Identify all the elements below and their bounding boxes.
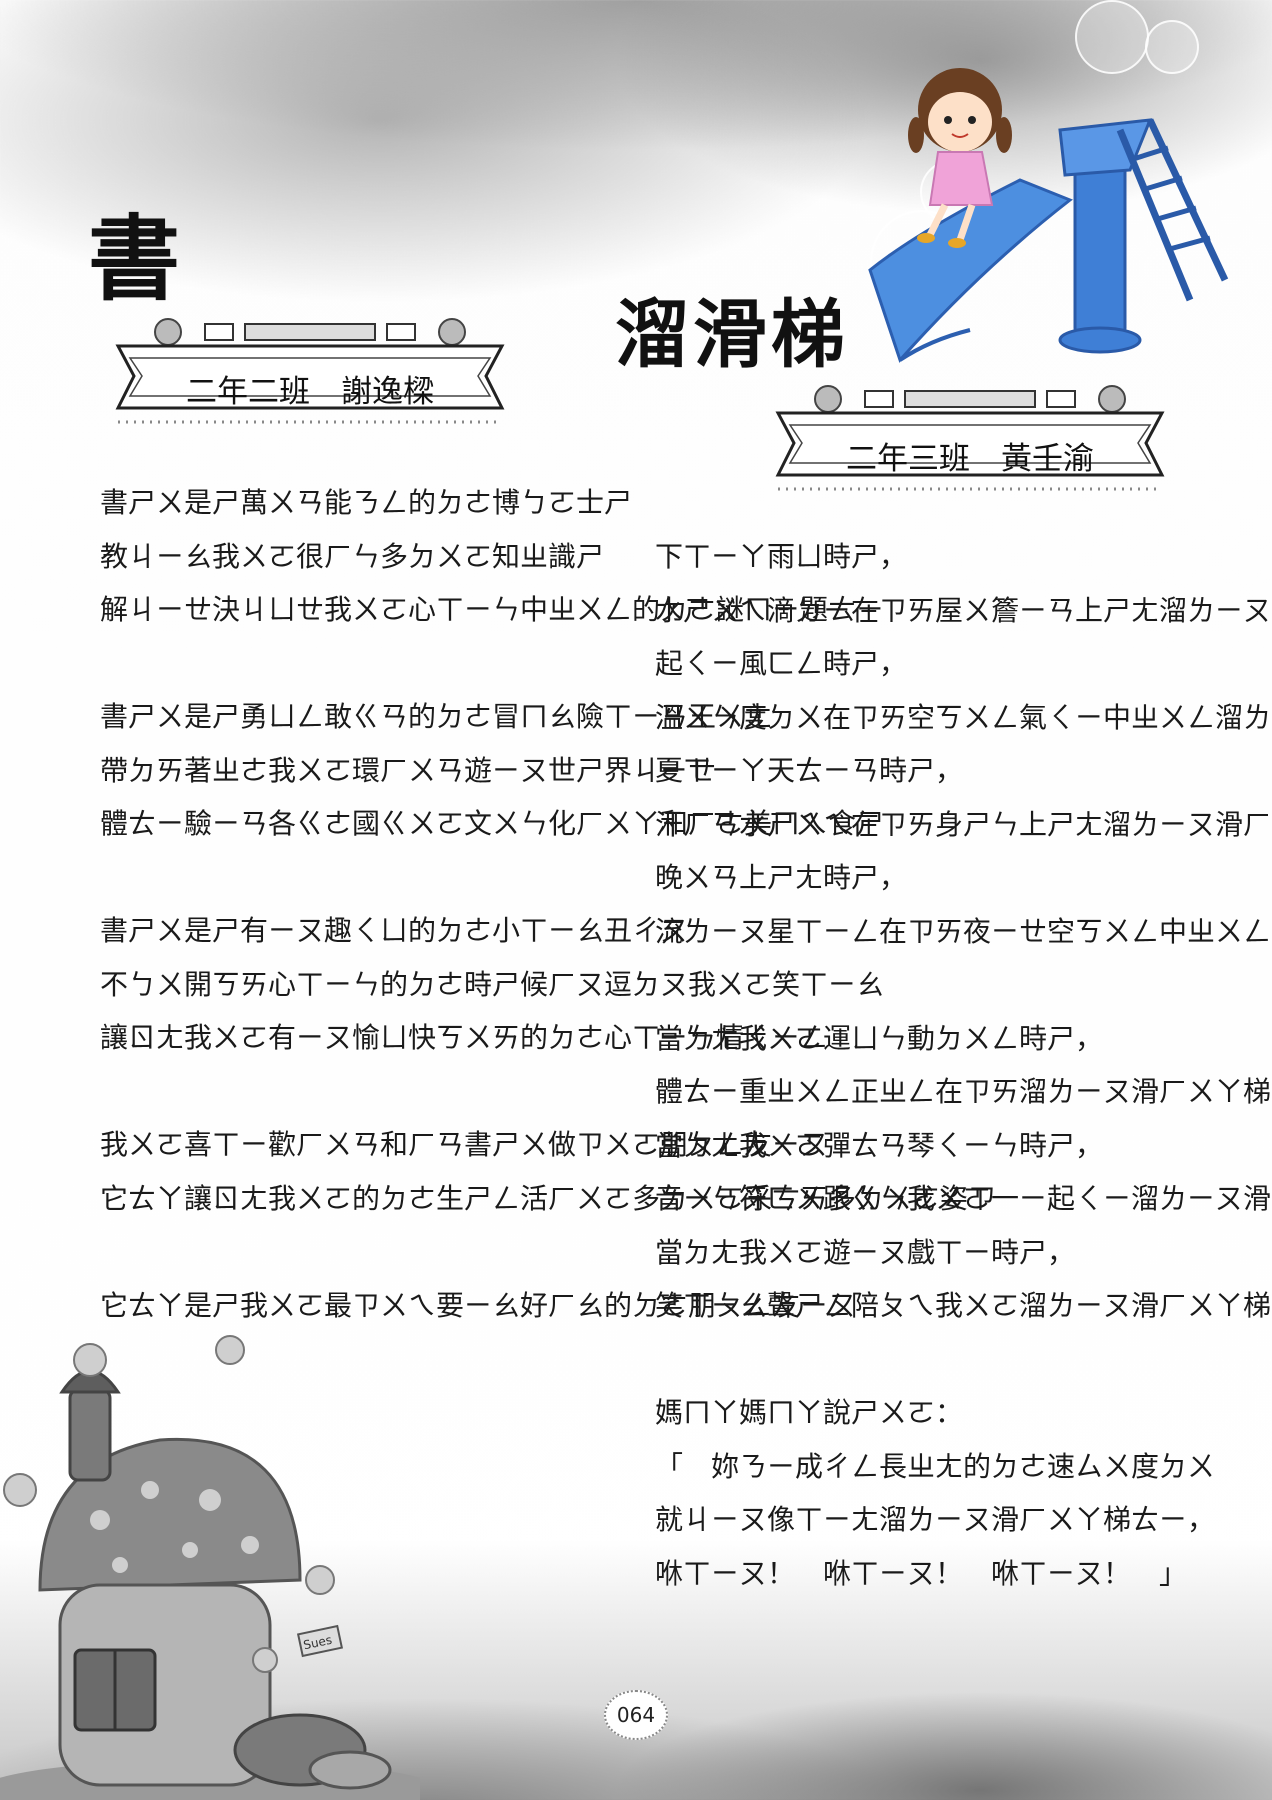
poem-line: 它ㄊㄚ是ㄕ我ㄨㄛ最ㄗㄨㄟ要ㄧㄠ好ㄏㄠ的ㄉㄜ朋ㄆㄥ友ㄧㄡ [100,1288,857,1322]
poem-line: 起ㄑㄧ風ㄈㄥ時ㄕ， [655,647,908,680]
poem-body-book: 書ㄕㄨ是ㄕ萬ㄨㄢ能ㄋㄥ的ㄉㄜ博ㄅㄛ士ㄕ 教ㄐㄧㄠ我ㄨㄛ很ㄏㄣ多ㄉㄨㄛ知ㄓ識ㄕ 解… [100,476,996,1332]
sign-label: Sues [302,1633,333,1653]
poem-body-slide: 下ㄒㄧㄚ雨ㄩ時ㄕ， 水ㄕㄨㄟ滴ㄉㄧ在ㄗㄞ屋ㄨ簷ㄧㄢ上ㄕㄤ溜ㄌㄧㄡ滑ㄏㄨㄚ梯ㄊㄧ。… [655,530,1272,1600]
poem-line: 流ㄌㄧㄡ星ㄒㄧㄥ在ㄗㄞ夜ㄧㄝ空ㄎㄨㄥ中ㄓㄨㄥ溜ㄌㄧㄡ滑ㄏㄨㄚ梯ㄊㄧ。 [655,914,1272,948]
poem-line: 體ㄊㄧ驗ㄧㄢ各ㄍㄜ國ㄍㄨㄛ文ㄨㄣ化ㄏㄨㄚ和ㄏㄜ美ㄇㄟ食ㄕ [100,807,885,840]
poem-line: 不ㄅㄨ開ㄎㄞ心ㄒㄧㄣ的ㄉㄜ時ㄕ候ㄏㄡ逗ㄉㄡ我ㄨㄛ笑ㄒㄧㄠ [100,967,885,1001]
poem-line: 解ㄐㄧㄝ決ㄐㄩㄝ我ㄨㄛ心ㄒㄧㄣ中ㄓㄨㄥ的ㄉㄜ謎ㄇㄧ題ㄊㄧ [100,593,885,626]
banner-frame [115,318,505,424]
page-number: 064 [604,1690,668,1740]
poem-line: 水ㄕㄨㄟ滴ㄉㄧ在ㄗㄞ屋ㄨ簷ㄧㄢ上ㄕㄤ溜ㄌㄧㄡ滑ㄏㄨㄚ梯ㄊㄧ。 [655,593,1272,627]
poem-line: 教ㄐㄧㄠ我ㄨㄛ很ㄏㄣ多ㄉㄨㄛ知ㄓ識ㄕ [100,539,605,573]
poem-line: 當ㄉㄤ我ㄨㄛ遊ㄧㄡ戲ㄒㄧ時ㄕ， [655,1235,1076,1269]
poem-line: 咻ㄒㄧㄡ！ 咻ㄒㄧㄡ！ 咻ㄒㄧㄡ！ 」 [655,1556,1188,1590]
banner-frame [775,385,1165,491]
poem-line: 汗ㄏㄢ水ㄕㄨㄟ在ㄗㄞ身ㄕㄣ上ㄕㄤ溜ㄌㄧㄡ滑ㄏㄨㄚ梯ㄊㄧ。 [655,807,1272,841]
author-name: 二年三班 黃壬渝 [846,441,1094,477]
poem-line: 溫ㄨㄣ度ㄉㄨ在ㄗㄞ空ㄎㄨㄥ氣ㄑㄧ中ㄓㄨㄥ溜ㄌㄧㄡ滑ㄏㄨㄚ梯ㄊㄧ。 [655,700,1272,734]
poem-line: 我ㄨㄛ喜ㄒㄧ歡ㄏㄨㄢ和ㄏㄢ書ㄕㄨ做ㄗㄨㄛ朋ㄆㄥ友ㄧㄡ [100,1128,829,1161]
author-banner-right: 二年三班 黃壬渝 [770,385,1170,505]
poem-line: 它ㄊㄚ讓ㄖㄤ我ㄨㄛ的ㄉㄜ生ㄕㄥ活ㄏㄨㄛ多ㄉㄨㄛ采ㄘㄞ多ㄉㄨㄛ姿ㄗ [100,1181,997,1215]
poem-line: 體ㄊㄧ重ㄓㄨㄥ正ㄓㄥ在ㄗㄞ溜ㄌㄧㄡ滑ㄏㄨㄚ梯ㄊㄧ； [655,1075,1272,1108]
bubble-decoration [1145,20,1199,74]
poem-line: 「 妳ㄋㄧ成ㄔㄥ長ㄓㄤ的ㄉㄜ速ㄙㄨ度ㄉㄨ [655,1449,1216,1483]
bubble-decoration [1075,0,1149,74]
poem-title-book: 書 [88,205,183,313]
mushroom-house-illustration: Sues [0,1335,420,1800]
poem-line: 帶ㄉㄞ著ㄓㄜ我ㄨㄛ環ㄏㄨㄢ遊ㄧㄡ世ㄕ界ㄐㄧㄝ [100,753,717,787]
poem-line: 晚ㄨㄢ上ㄕㄤ時ㄕ， [655,861,908,894]
slide-girl-illustration [868,68,1229,363]
poem-line: 媽ㄇㄚ媽ㄇㄚ說ㄕㄨㄛ： [655,1396,964,1429]
poem-line [655,958,1272,1012]
poem-line: 音ㄧㄣ符ㄈㄨ跟ㄍㄣ我ㄨㄛ一ㄧ起ㄑㄧ溜ㄌㄧㄡ滑ㄏㄨㄚ梯ㄊㄧ； [655,1182,1272,1215]
poem-line: 夏ㄒㄧㄚ天ㄊㄧㄢ時ㄕ， [655,754,964,787]
poem-line: 就ㄐㄧㄡ像ㄒㄧㄤ溜ㄌㄧㄡ滑ㄏㄨㄚ梯ㄊㄧ， [655,1503,1216,1536]
poem-line: 書ㄕㄨ是ㄕ有ㄧㄡ趣ㄑㄩ的ㄉㄜ小ㄒㄧㄠ丑ㄔㄡ [100,914,689,947]
poem-line: 讓ㄖㄤ我ㄨㄛ有ㄧㄡ愉ㄩ快ㄎㄨㄞ的ㄉㄜ心ㄒㄧㄣ情ㄑㄧㄥ [100,1021,829,1054]
author-banner-left: 二年二班 謝逸樑 [110,318,510,438]
poem-line: 書ㄕㄨ是ㄕ萬ㄨㄢ能ㄋㄥ的ㄉㄜ博ㄅㄛ士ㄕ [100,486,633,519]
poem-line: 笑ㄒㄧㄠ聲ㄕㄥ陪ㄆㄟ我ㄨㄛ溜ㄌㄧㄡ滑ㄏㄨㄚ梯ㄊㄧ。 [655,1289,1272,1322]
poem-line: 當ㄉㄤ我ㄨㄛ彈ㄊㄢ琴ㄑㄧㄣ時ㄕ， [655,1128,1104,1162]
poem-line: 當ㄉㄤ我ㄨㄛ運ㄩㄣ動ㄉㄨㄥ時ㄕ， [655,1021,1104,1055]
poem-title-slide: 溜滑梯 [615,292,849,378]
poem-line [655,1333,1272,1387]
author-name: 二年二班 謝逸樑 [186,374,434,410]
poem-line: 書ㄕㄨ是ㄕ勇ㄩㄥ敢ㄍㄢ的ㄉㄜ冒ㄇㄠ險ㄒㄧㄢ王ㄨㄤ [100,700,773,733]
poem-line: 下ㄒㄧㄚ雨ㄩ時ㄕ， [655,540,908,573]
